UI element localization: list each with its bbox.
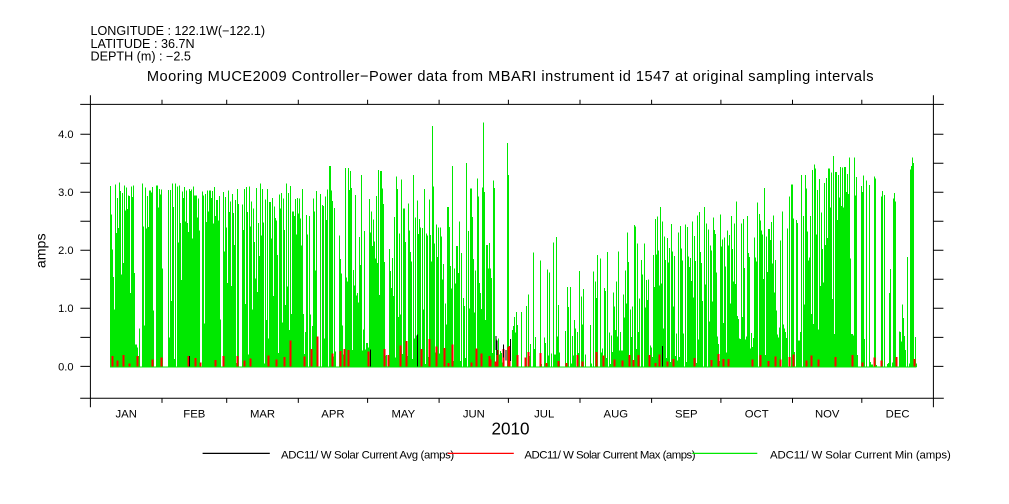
- svg-text:LONGITUDE : 122.1W(−122.1): LONGITUDE : 122.1W(−122.1): [91, 24, 266, 38]
- svg-text:MAR: MAR: [250, 409, 275, 421]
- svg-text:ADC11/ W Solar Current Avg (am: ADC11/ W Solar Current Avg (amps): [281, 449, 454, 461]
- svg-text:OCT: OCT: [745, 409, 769, 421]
- svg-text:AUG: AUG: [604, 409, 628, 421]
- svg-text:JUL: JUL: [534, 409, 554, 421]
- svg-text:NOV: NOV: [815, 409, 840, 421]
- svg-text:3.0: 3.0: [58, 187, 73, 199]
- svg-text:JAN: JAN: [116, 409, 137, 421]
- svg-text:FEB: FEB: [183, 409, 205, 421]
- svg-text:MAY: MAY: [391, 409, 415, 421]
- svg-text:APR: APR: [321, 409, 344, 421]
- svg-text:JUN: JUN: [463, 409, 485, 421]
- svg-text:2.0: 2.0: [58, 245, 73, 257]
- svg-text:amps: amps: [34, 233, 50, 268]
- svg-text:2010: 2010: [491, 420, 529, 439]
- svg-text:ADC11/ W Solar Current Max (am: ADC11/ W Solar Current Max (amps): [524, 449, 695, 461]
- svg-text:DEPTH (m) : −2.5: DEPTH (m) : −2.5: [91, 50, 191, 64]
- svg-text:1.0: 1.0: [58, 303, 73, 315]
- svg-text:0.0: 0.0: [58, 361, 73, 373]
- svg-text:SEP: SEP: [675, 409, 698, 421]
- svg-text:4.0: 4.0: [58, 129, 73, 141]
- svg-text:Mooring MUCE2009 Controller−Po: Mooring MUCE2009 Controller−Power data f…: [147, 69, 874, 85]
- svg-text:DEC: DEC: [886, 409, 910, 421]
- svg-text:LATITUDE : 36.7N: LATITUDE : 36.7N: [91, 37, 195, 51]
- svg-text:ADC11/ W Solar Current Min (am: ADC11/ W Solar Current Min (amps): [770, 449, 951, 461]
